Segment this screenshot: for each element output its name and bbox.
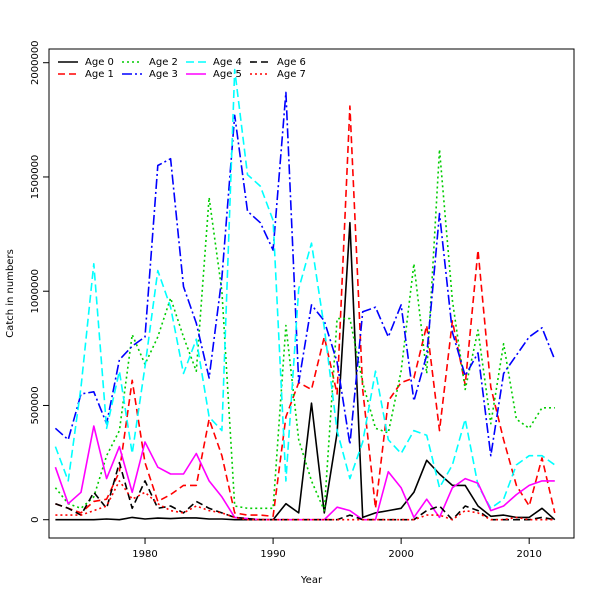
series-line-age-1 bbox=[55, 105, 556, 518]
legend-label: Age 4 bbox=[213, 57, 242, 68]
legend-label: Age 5 bbox=[213, 69, 242, 80]
legend-label: Age 0 bbox=[85, 57, 114, 68]
series-line-age-4 bbox=[54, 68, 556, 510]
y-tick-label: 500000 bbox=[30, 386, 41, 424]
y-tick-label: 1500000 bbox=[30, 155, 41, 200]
series-line-age-7 bbox=[55, 480, 555, 521]
series-line-age-3 bbox=[54, 91, 556, 457]
x-axis: 1980 1990 2000 2010 bbox=[132, 537, 542, 560]
x-tick-label: 1990 bbox=[260, 549, 285, 560]
x-tick-label: 2010 bbox=[516, 549, 541, 560]
legend-label: Age 2 bbox=[149, 57, 178, 68]
series-line-age-6 bbox=[55, 461, 555, 521]
y-tick-label: 2000000 bbox=[30, 40, 41, 85]
x-tick-label: 2000 bbox=[388, 549, 413, 560]
y-axis-title: Catch in numbers bbox=[5, 249, 16, 338]
legend-label: Age 1 bbox=[85, 69, 114, 80]
legend-label: Age 7 bbox=[277, 69, 306, 80]
series-layer bbox=[54, 68, 556, 521]
y-tick-label: 0 bbox=[30, 517, 41, 523]
y-tick-label: 1000000 bbox=[30, 269, 41, 314]
x-axis-title: Year bbox=[300, 575, 323, 586]
x-tick-label: 1980 bbox=[132, 549, 157, 560]
legend-label: Age 6 bbox=[277, 57, 306, 68]
y-axis: 0 500000 1000000 1500000 2000000 bbox=[30, 40, 50, 523]
legend-label: Age 3 bbox=[149, 69, 178, 80]
series-line-age-2 bbox=[54, 148, 555, 512]
